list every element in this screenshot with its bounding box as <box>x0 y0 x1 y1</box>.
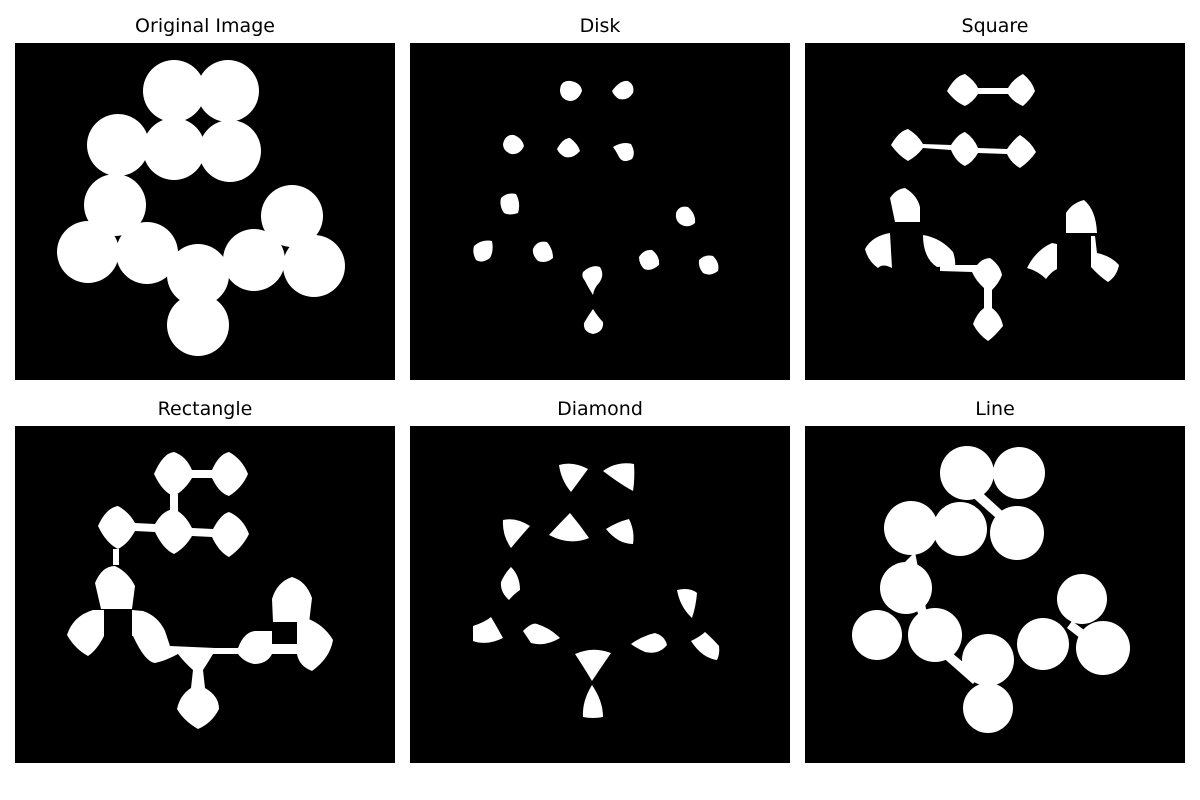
panel-title-rectangle: Rectangle <box>157 398 253 420</box>
blob <box>969 486 1010 526</box>
panel-title-square: Square <box>961 15 1029 37</box>
panel-rectangle <box>15 426 395 763</box>
blob <box>940 258 1003 341</box>
blob <box>559 463 588 492</box>
blob <box>98 506 249 557</box>
blob <box>272 577 312 623</box>
blob <box>1067 621 1095 645</box>
blob <box>84 174 146 236</box>
blob <box>603 463 635 491</box>
blob <box>283 235 345 297</box>
panel-diamond <box>410 426 790 763</box>
blob <box>503 134 524 155</box>
blob <box>473 617 503 643</box>
blob <box>940 446 994 500</box>
panel-line <box>805 426 1185 763</box>
blob <box>613 143 634 162</box>
blob <box>1027 243 1057 279</box>
blob <box>582 266 603 295</box>
disk-canvas <box>473 80 719 334</box>
blob <box>675 206 696 227</box>
blob <box>1017 618 1069 670</box>
panel-original-image <box>15 43 395 380</box>
blob <box>116 222 178 284</box>
blob <box>852 610 902 660</box>
blob <box>963 683 1013 733</box>
blob <box>905 552 929 626</box>
blob <box>939 648 980 684</box>
blob <box>1066 200 1097 233</box>
blob <box>197 60 259 122</box>
blob <box>890 188 920 222</box>
blob <box>223 229 285 291</box>
blob <box>691 632 720 660</box>
blob <box>884 501 938 555</box>
blob <box>154 452 248 496</box>
panel-title-original: Original Image <box>135 15 275 37</box>
blob <box>575 649 611 681</box>
blob <box>261 185 323 247</box>
blob <box>500 567 520 600</box>
blob <box>677 589 697 618</box>
square-canvas <box>865 74 1119 341</box>
original-image-canvas <box>57 60 345 356</box>
blob <box>908 608 962 662</box>
blob <box>57 221 119 283</box>
panel-title-diamond: Diamond <box>557 398 643 420</box>
blob <box>473 240 493 262</box>
blob <box>933 502 987 556</box>
blob <box>67 610 333 729</box>
blob <box>1057 574 1107 624</box>
blob <box>947 74 1035 106</box>
blob <box>502 519 530 548</box>
blob <box>167 244 229 306</box>
blob <box>532 241 553 262</box>
blob <box>639 249 660 270</box>
panel-title-disk: Disk <box>579 15 621 37</box>
blob <box>923 235 956 268</box>
blob <box>993 447 1045 499</box>
blob <box>1076 621 1130 675</box>
blob <box>523 623 560 645</box>
blob <box>113 549 119 565</box>
blob <box>606 519 634 544</box>
blob <box>557 138 580 158</box>
blob <box>612 80 634 100</box>
blob <box>500 193 520 215</box>
blob <box>1091 236 1119 282</box>
blob <box>87 114 149 176</box>
blob <box>560 80 582 101</box>
panel-title-line: Line <box>975 398 1015 420</box>
blob <box>865 233 892 268</box>
rectangle-canvas <box>67 452 333 729</box>
blob <box>631 633 667 653</box>
blob <box>95 566 135 609</box>
blob <box>582 685 603 718</box>
diamond-canvas <box>473 463 720 718</box>
blob <box>170 494 178 514</box>
line-canvas <box>852 446 1130 733</box>
blob <box>549 513 589 542</box>
blob <box>143 118 205 180</box>
blob <box>583 309 604 334</box>
blob <box>698 255 719 275</box>
blob <box>143 60 205 122</box>
blob <box>167 294 229 356</box>
blob <box>199 120 261 182</box>
panel-square <box>805 43 1185 380</box>
blob <box>891 129 1036 168</box>
panel-disk <box>410 43 790 380</box>
